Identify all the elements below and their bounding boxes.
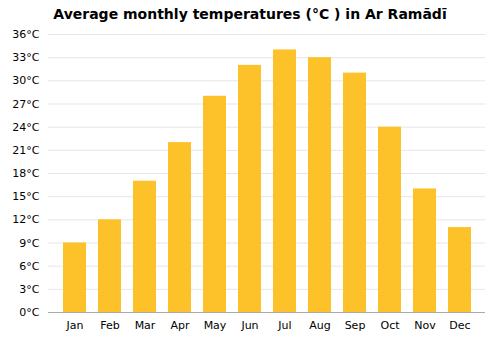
svg-text:0°C: 0°C [19,306,39,319]
svg-text:Aug: Aug [309,319,330,332]
svg-text:30°C: 30°C [12,74,39,87]
svg-text:Mar: Mar [135,319,156,332]
svg-text:Apr: Apr [170,319,190,332]
svg-text:Dec: Dec [449,319,470,332]
svg-text:21°C: 21°C [12,144,39,157]
svg-text:3°C: 3°C [19,283,39,296]
svg-text:18°C: 18°C [12,167,39,180]
svg-text:Feb: Feb [100,319,119,332]
svg-text:24°C: 24°C [12,121,39,134]
svg-text:Oct: Oct [380,319,400,332]
svg-text:Nov: Nov [414,319,436,332]
html-text:Average monthly temperatures (: Average monthly temperatures (°C ) in Ar… [53,6,447,22]
svg-text:27°C: 27°C [12,98,39,111]
svg-text:36°C: 36°C [12,28,39,41]
svg-text:33°C: 33°C [12,51,39,64]
svg-text:Jul: Jul [277,319,291,332]
svg-text:12°C: 12°C [12,213,39,226]
svg-text:Sep: Sep [345,319,366,332]
svg-text:May: May [204,319,227,332]
svg-text:Jan: Jan [66,319,84,332]
svg-text:6°C: 6°C [19,260,39,273]
svg-text:9°C: 9°C [19,237,39,250]
svg-text:15°C: 15°C [12,190,39,203]
svg-text:Jun: Jun [240,319,258,332]
